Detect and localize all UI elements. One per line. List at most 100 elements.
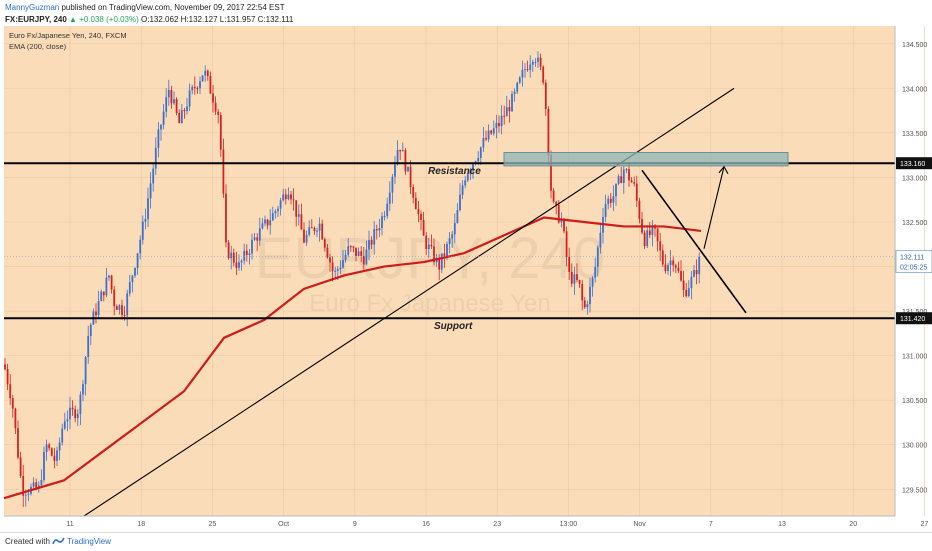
candle-body	[248, 253, 251, 255]
candle-body	[310, 227, 313, 229]
candle-body	[500, 115, 503, 127]
candle	[196, 86, 199, 94]
candle	[526, 60, 529, 72]
candle	[656, 227, 659, 252]
x-tick-label: 13	[778, 521, 786, 528]
candle-body	[323, 239, 326, 248]
candle-body	[427, 244, 430, 250]
candle	[487, 124, 490, 143]
candle-body	[95, 311, 97, 316]
candle-body	[126, 293, 129, 316]
candle-body	[570, 271, 573, 284]
candle	[360, 246, 363, 263]
candle	[349, 244, 352, 252]
candle-body	[469, 170, 472, 175]
candle-body	[477, 157, 480, 162]
candle	[534, 58, 537, 67]
candle	[669, 249, 672, 277]
candle-body	[134, 268, 136, 276]
candle-body	[160, 124, 162, 130]
candle	[186, 97, 188, 115]
candle-body	[370, 239, 373, 245]
candle	[529, 55, 532, 78]
candle-body	[547, 108, 550, 156]
candle-body	[222, 149, 225, 194]
candle-body	[412, 187, 415, 198]
candle-body	[45, 444, 48, 452]
candle-body	[511, 93, 513, 112]
candle-body	[388, 192, 391, 204]
candle-body	[531, 61, 534, 65]
candle	[433, 238, 435, 266]
candle	[386, 197, 389, 219]
candle-body	[365, 249, 368, 265]
plot-area[interactable]	[4, 26, 895, 516]
y-tick-label: 134.500	[902, 42, 927, 49]
candle-body	[209, 76, 212, 94]
candle	[95, 303, 97, 324]
candle	[391, 173, 394, 204]
candle-body	[578, 280, 581, 284]
candle-body	[295, 200, 298, 217]
candle	[248, 248, 251, 265]
candle	[573, 266, 576, 295]
candle	[11, 394, 14, 418]
candle-body	[76, 413, 79, 419]
candle-body	[183, 109, 186, 112]
candle	[282, 188, 285, 202]
candle	[50, 447, 53, 457]
candle-body	[355, 247, 357, 256]
candle-body	[282, 194, 285, 201]
candle	[162, 104, 165, 130]
y-tick-label: 134.000	[902, 86, 927, 93]
candle-body	[461, 185, 464, 195]
candle	[4, 358, 6, 371]
candle	[394, 156, 396, 185]
candle	[201, 75, 204, 82]
y-tick-label: 131.000	[902, 354, 927, 361]
candle-body	[401, 150, 404, 152]
candle	[253, 232, 256, 241]
candle	[100, 289, 103, 302]
candle-body	[206, 70, 209, 77]
candle-body	[381, 216, 383, 229]
candle-body	[32, 482, 35, 487]
watermark-symbol: EURJPY, 240	[255, 226, 605, 291]
candle-body	[152, 168, 155, 184]
descending-trendline	[641, 169, 747, 314]
candle	[238, 254, 240, 272]
footer-brand[interactable]: TradingView	[67, 537, 112, 546]
candle-body	[357, 251, 360, 256]
candle-body	[58, 442, 61, 451]
countdown-tag: 02:05:25	[900, 265, 927, 272]
candle	[58, 437, 61, 461]
candle	[48, 442, 51, 451]
candle-body	[352, 246, 355, 248]
candle-body	[144, 219, 147, 222]
candle	[388, 181, 391, 211]
candle-body	[485, 138, 487, 140]
x-tick-label: 25	[209, 521, 217, 528]
y-tick-label: 130.000	[902, 443, 927, 450]
candle	[9, 374, 12, 405]
footer: Created with TradingView	[0, 532, 932, 551]
candle-body	[573, 274, 576, 284]
projection-line	[703, 166, 725, 249]
candle-body	[214, 102, 217, 112]
candle-body	[404, 150, 407, 172]
candle-body	[674, 265, 677, 268]
candle	[365, 240, 368, 266]
price-chart[interactable]: EURJPY, 240 Euro Fx Japanese Yen Euro Fx…	[0, 26, 932, 532]
candle-body	[251, 239, 253, 254]
candle	[625, 168, 628, 174]
author-link[interactable]: MannyGuzman	[5, 3, 60, 12]
candle	[552, 188, 555, 204]
candle-body	[568, 256, 571, 272]
candle	[97, 290, 100, 318]
y-tick-label: 129.500	[902, 487, 927, 494]
candle	[609, 193, 612, 208]
candle	[180, 104, 183, 124]
candle-body	[290, 194, 292, 200]
candle-body	[552, 190, 555, 202]
legend-indicator: EMA (200, close)	[9, 42, 67, 51]
